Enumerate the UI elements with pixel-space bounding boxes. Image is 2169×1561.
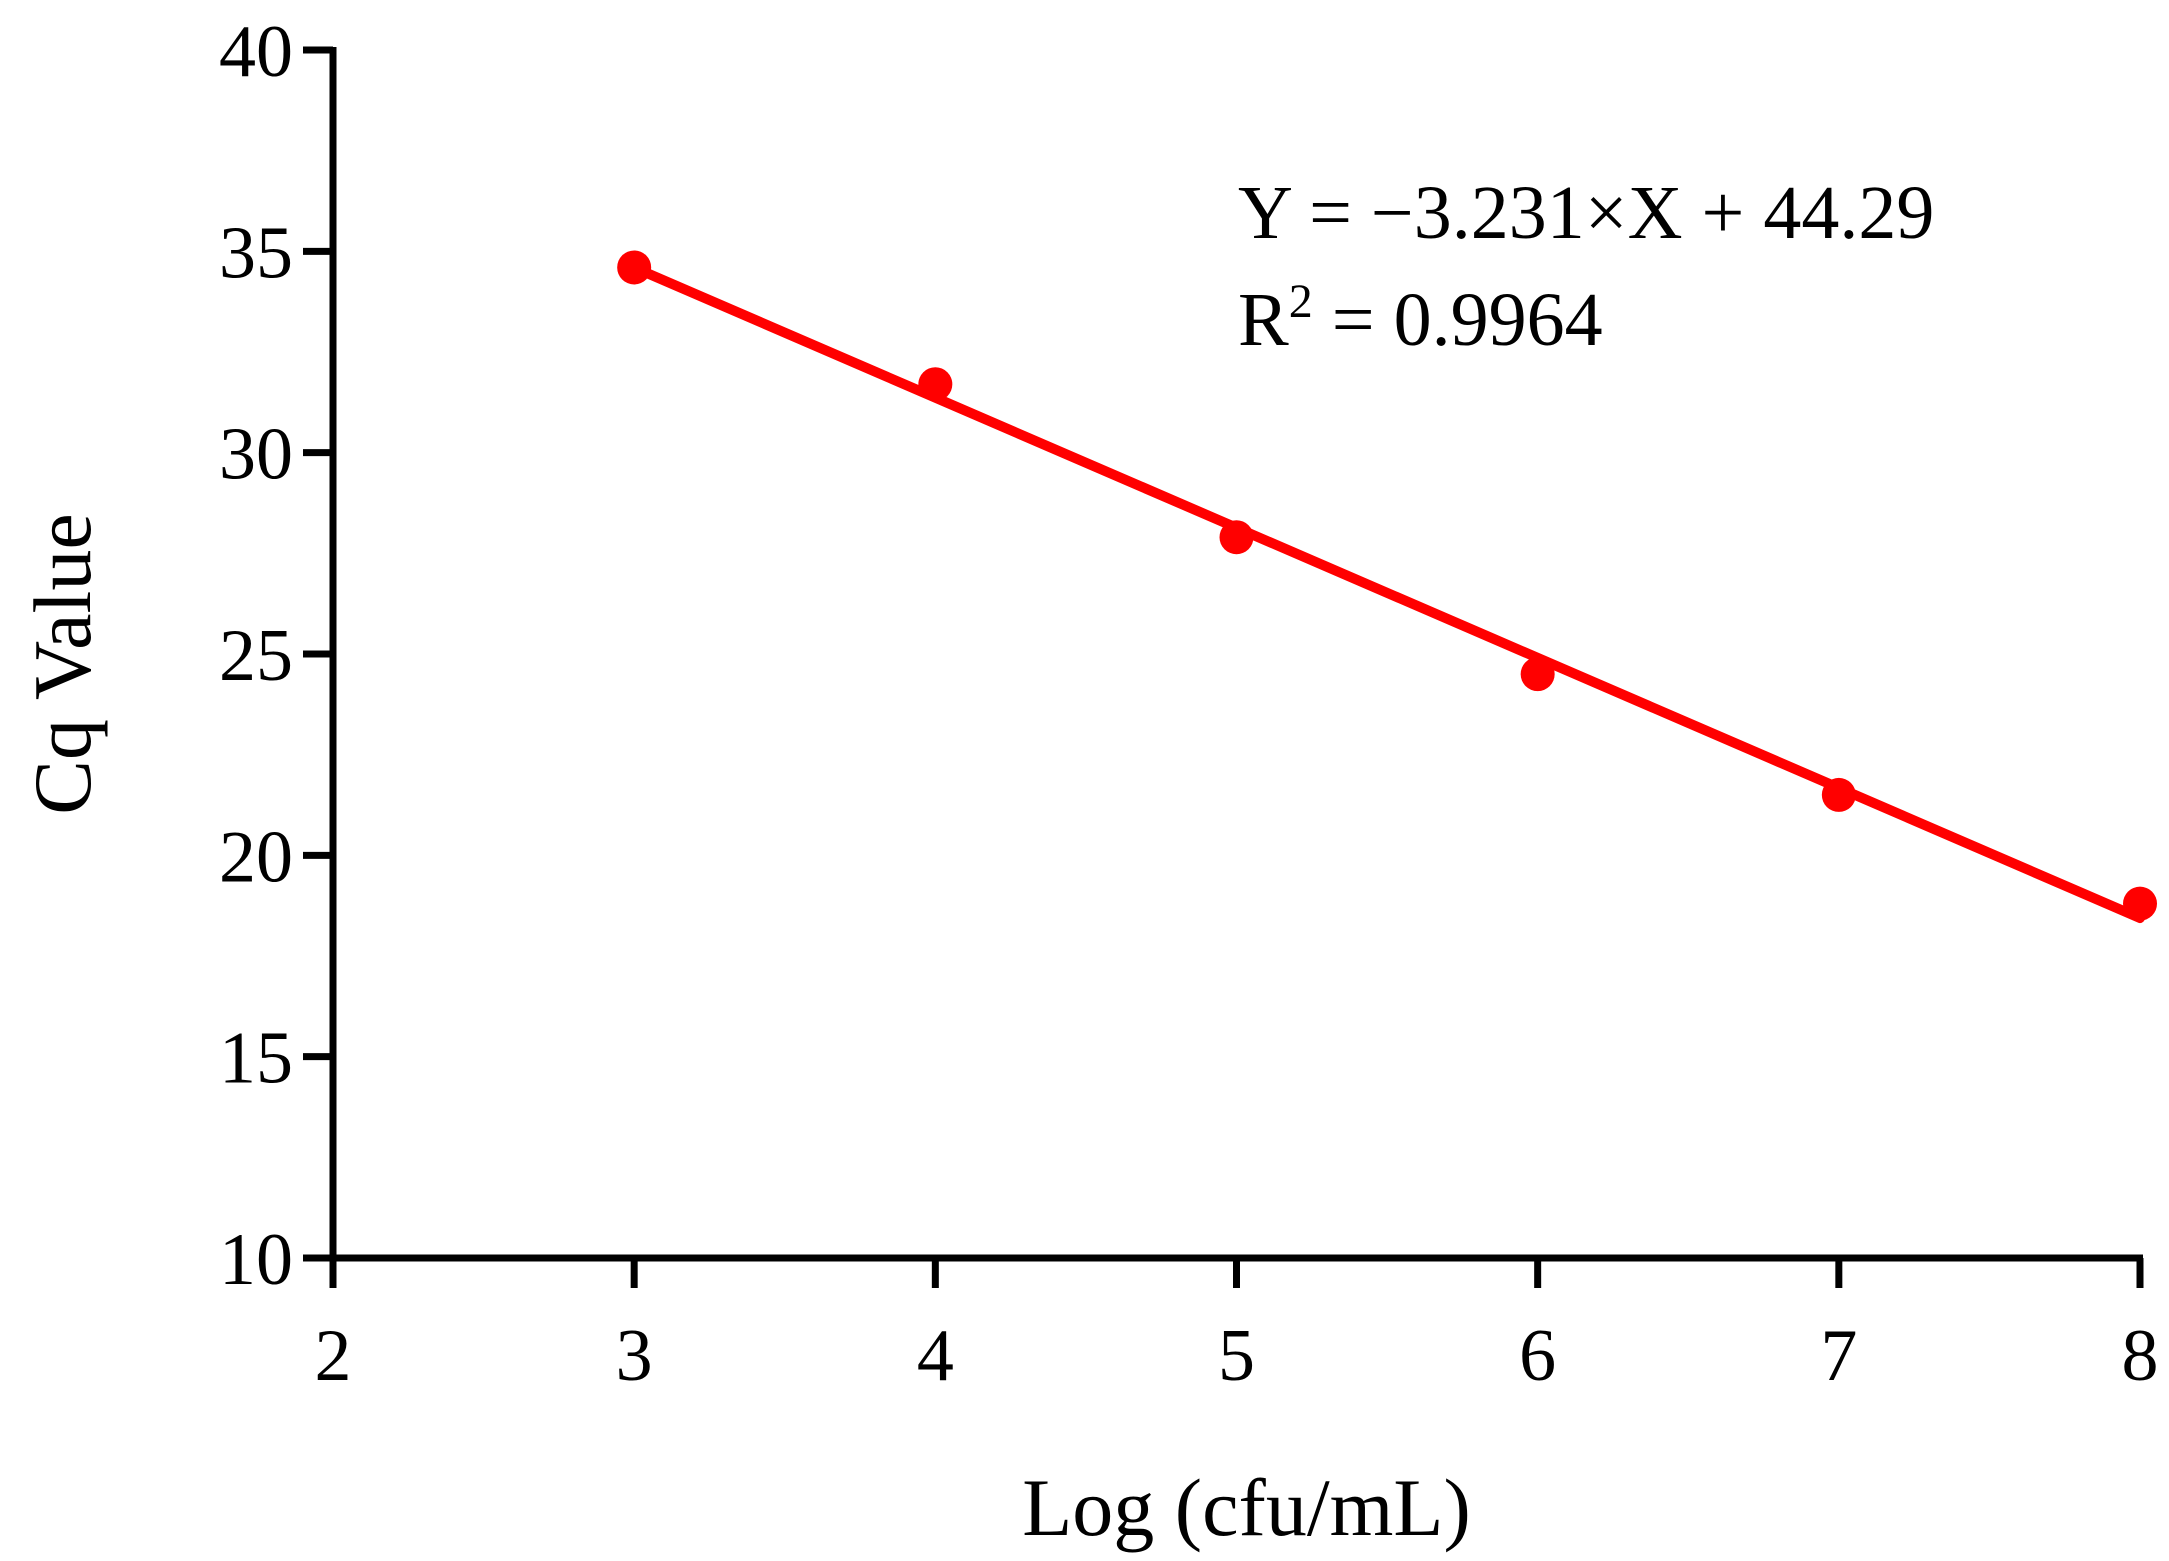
data-point-5	[1219, 520, 1254, 555]
y-tick-label-35: 35	[219, 212, 293, 294]
x-tick-label-4: 4	[917, 1315, 954, 1397]
axes: 10 15 20 25 30 35 40 2 3 4 5 6 7 8	[219, 11, 2159, 1397]
regression-line	[629, 262, 2145, 924]
x-tick-label-6: 6	[1519, 1315, 1556, 1397]
x-axis-title: Log (cfu/mL)	[1022, 1462, 1471, 1553]
data-point-4	[918, 367, 953, 402]
x-tick-label-7: 7	[1820, 1315, 1857, 1397]
data-point-7	[1821, 777, 1856, 812]
r-squared-annotation: R2 = 0.9964	[1238, 275, 1603, 362]
r2-superscript: 2	[1289, 275, 1313, 328]
x-tick-label-3: 3	[616, 1315, 653, 1397]
r2-prefix: R	[1238, 278, 1289, 362]
y-tick-label-25: 25	[219, 615, 293, 697]
y-tick-label-15: 15	[219, 1018, 293, 1100]
x-tick-label-2: 2	[315, 1315, 352, 1397]
y-tick-label-40: 40	[219, 11, 293, 93]
data-point-6	[1520, 657, 1555, 692]
y-tick-label-10: 10	[219, 1219, 293, 1301]
y-axis-title: Cq Value	[17, 513, 108, 814]
r2-value: = 0.9964	[1313, 278, 1603, 362]
regression-line-layer	[629, 262, 2145, 924]
x-axis-ticks: 2 3 4 5 6 7 8	[315, 1258, 2159, 1397]
data-points-layer	[617, 250, 2157, 921]
regression-equation: Y = −3.231×X + 44.29	[1238, 171, 1934, 255]
x-tick-label-8: 8	[2122, 1315, 2159, 1397]
y-tick-label-30: 30	[219, 414, 293, 496]
y-axis-ticks: 10 15 20 25 30 35 40	[219, 11, 333, 1301]
data-point-3	[617, 250, 652, 285]
x-tick-label-5: 5	[1218, 1315, 1255, 1397]
y-tick-label-20: 20	[219, 816, 293, 898]
data-point-8	[2123, 886, 2157, 921]
